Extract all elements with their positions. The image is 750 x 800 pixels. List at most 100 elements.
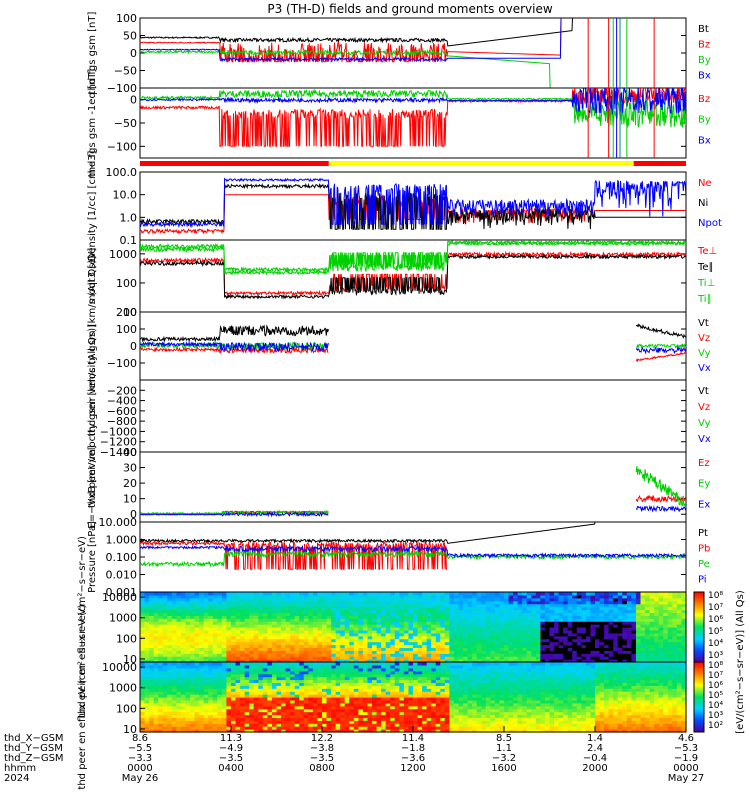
spectrogram-cell [472, 694, 478, 698]
spectrogram-cell [572, 597, 578, 602]
spectrogram-cell [249, 679, 255, 684]
spectrogram-cell [281, 711, 287, 716]
spectrogram-cell [640, 612, 646, 616]
spectrogram-cell [408, 664, 414, 669]
spectrogram-cell [622, 627, 628, 631]
spectrogram-cell [467, 647, 473, 651]
spectrogram-cell [463, 644, 469, 649]
spectrogram-cell [180, 650, 187, 654]
spectrogram-cell [535, 656, 541, 660]
spectrogram-cell [431, 685, 437, 689]
spectrogram-cell [413, 647, 419, 651]
spectrogram-cell [212, 618, 218, 622]
spectrogram-cell [449, 600, 455, 605]
spectrogram-cell [335, 699, 341, 704]
spectrogram-cell [158, 618, 164, 622]
spectrogram-cell [180, 594, 187, 599]
spectrogram-cell [499, 603, 505, 608]
spectrogram-cell [208, 659, 214, 663]
spectrogram-cell [322, 653, 328, 657]
spectrogram-cell [617, 592, 623, 596]
spectrogram-cell [626, 641, 632, 646]
spectrogram-cell [490, 688, 496, 692]
spectrogram-cell [572, 592, 578, 596]
spectrogram-cell [317, 627, 323, 631]
spectrogram-cell [431, 705, 437, 710]
spectrogram-cell [190, 656, 196, 660]
spectrogram-cell [221, 685, 228, 689]
spectrogram-cell [144, 656, 150, 660]
spectrogram-cell [458, 717, 464, 721]
spectrogram-cell [344, 653, 350, 657]
y-tick-label: 50 [123, 30, 137, 43]
spectrogram-cell [226, 697, 232, 701]
spectrogram-cell [344, 650, 350, 654]
spectrogram-cell [413, 723, 419, 727]
spectrogram-cell [253, 670, 259, 675]
spectrogram-cell [522, 647, 528, 651]
spectrogram-cell [554, 624, 560, 628]
spectrogram-cell [203, 699, 209, 704]
spectrogram-cell [472, 682, 478, 686]
spectrogram-cell [281, 714, 287, 719]
spectrogram-cell [221, 644, 228, 649]
spectrogram-cell [344, 676, 350, 681]
spectrogram-cell [417, 676, 423, 681]
spectrogram-cell [262, 653, 268, 657]
spectrogram-cell [526, 650, 532, 654]
spectrogram-cell [221, 653, 228, 657]
spectrogram-cell [676, 624, 683, 628]
spectrogram-cell [162, 629, 168, 634]
spectrogram-cell [144, 597, 150, 602]
spectrogram-cell [158, 726, 164, 730]
spectrogram-cell [367, 650, 373, 654]
spectrogram-cell [249, 597, 255, 602]
spectrogram-cell [385, 723, 391, 727]
spectrogram-cell [362, 682, 369, 686]
spectrogram-cell [317, 624, 323, 628]
spectrogram-cell [162, 699, 168, 704]
spectrogram-cell [326, 667, 332, 672]
spectrogram-cell [549, 644, 555, 649]
spectrogram-cell [663, 644, 669, 649]
spectrogram-cell [153, 688, 159, 692]
spectrogram-cell [490, 632, 496, 637]
spectrogram-cell [176, 726, 182, 730]
spectrogram-cell [490, 699, 496, 704]
spectrogram-cell [440, 603, 446, 608]
spectrogram-cell [367, 705, 373, 710]
spectrogram-cell [158, 656, 164, 660]
spectrogram-cell [504, 635, 510, 640]
spectrogram-cell [244, 624, 250, 628]
spectrogram-cell [394, 612, 400, 616]
spectrogram-cell [453, 644, 460, 649]
spectrogram-cell [390, 705, 396, 710]
spectrogram-cell [367, 711, 373, 716]
spectrogram-cell [258, 635, 264, 640]
spectrogram-cell [308, 638, 314, 643]
spectrogram-cell [585, 659, 592, 663]
spectrogram-cell [631, 653, 637, 657]
legend-Pt: Pt [698, 528, 708, 539]
spectrogram-cell [199, 694, 205, 698]
spectrogram-cell [362, 624, 369, 628]
spectrogram-cell [422, 723, 428, 727]
spectrogram-cell [221, 641, 228, 646]
spectrogram-cell [144, 670, 150, 675]
spectrogram-cell [472, 667, 478, 672]
spectrogram-cell [185, 670, 191, 675]
spectrogram-cell [376, 682, 382, 686]
spectrogram-cell [353, 714, 359, 719]
spectrogram-cell [635, 644, 642, 649]
spectrogram-cell [262, 697, 268, 701]
spectrogram-cell [476, 615, 482, 619]
spectrogram-cell [403, 702, 410, 707]
spectrogram-cell [285, 632, 291, 637]
spectrogram-cell [640, 647, 646, 651]
spectrogram-cell [572, 653, 578, 657]
spectrogram-cell [403, 711, 410, 716]
spectrogram-cell [481, 694, 487, 698]
spectrogram-cell [485, 635, 491, 640]
spectrogram-cell [240, 600, 246, 605]
spectrogram-cell [581, 606, 587, 611]
